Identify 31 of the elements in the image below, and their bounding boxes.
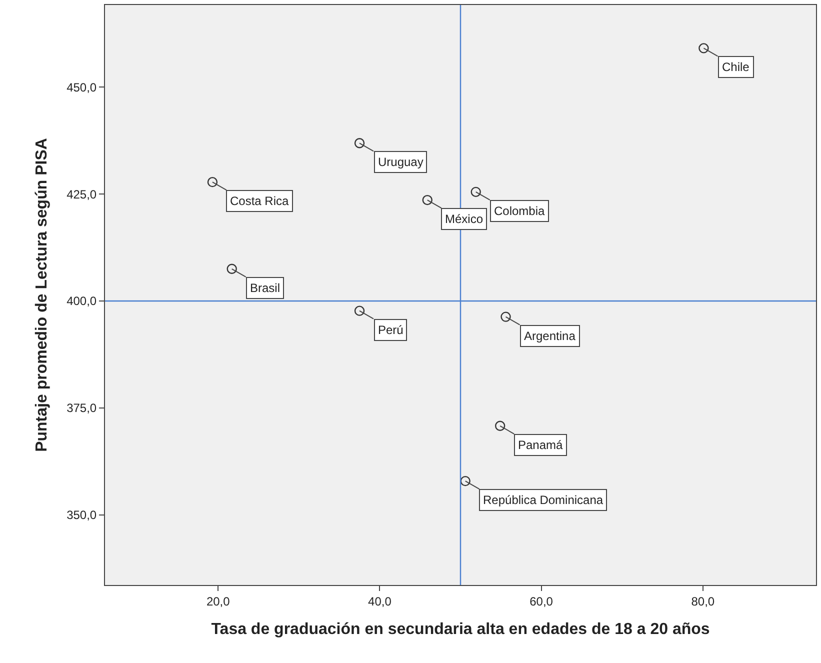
point xyxy=(460,476,470,486)
annotation: México xyxy=(445,212,484,226)
x-tick-label: 40,0 xyxy=(368,594,392,608)
y-tick-label: 400,0 xyxy=(66,294,97,308)
point xyxy=(494,420,506,431)
annotation: Brasil xyxy=(250,281,280,295)
annotation: Uruguay xyxy=(378,155,424,169)
point xyxy=(470,186,481,198)
point xyxy=(422,194,432,206)
y-tick-label: 375,0 xyxy=(66,401,97,416)
x-tick-label: 60,0 xyxy=(530,594,554,608)
x-axis-title: Tasa de graduación en secundaria alta en edades de 18 a 20 años xyxy=(211,621,710,638)
annotation: Panamá xyxy=(518,438,564,452)
x-tick-label: 80,0 xyxy=(691,594,715,608)
y-tick-label: 350,0 xyxy=(66,508,97,522)
annotation: Costa Rica xyxy=(230,194,290,208)
point xyxy=(354,138,365,148)
x-tick-label: 20,0 xyxy=(206,594,230,608)
annotation: Perú xyxy=(378,323,404,337)
annotation: República Dominicana xyxy=(483,493,604,507)
point xyxy=(226,264,237,274)
point xyxy=(500,312,511,322)
annotation: Colombia xyxy=(494,204,546,218)
point xyxy=(354,306,365,316)
y-tick-label: 425,0 xyxy=(66,187,97,202)
annotation: Argentina xyxy=(524,329,576,343)
point xyxy=(698,43,709,54)
y-axis-title: Puntaje promedio de Lectura según PISA xyxy=(33,138,50,452)
point xyxy=(207,176,218,188)
y-tick-label: 450,0 xyxy=(66,80,97,94)
annotation: Chile xyxy=(722,60,750,74)
